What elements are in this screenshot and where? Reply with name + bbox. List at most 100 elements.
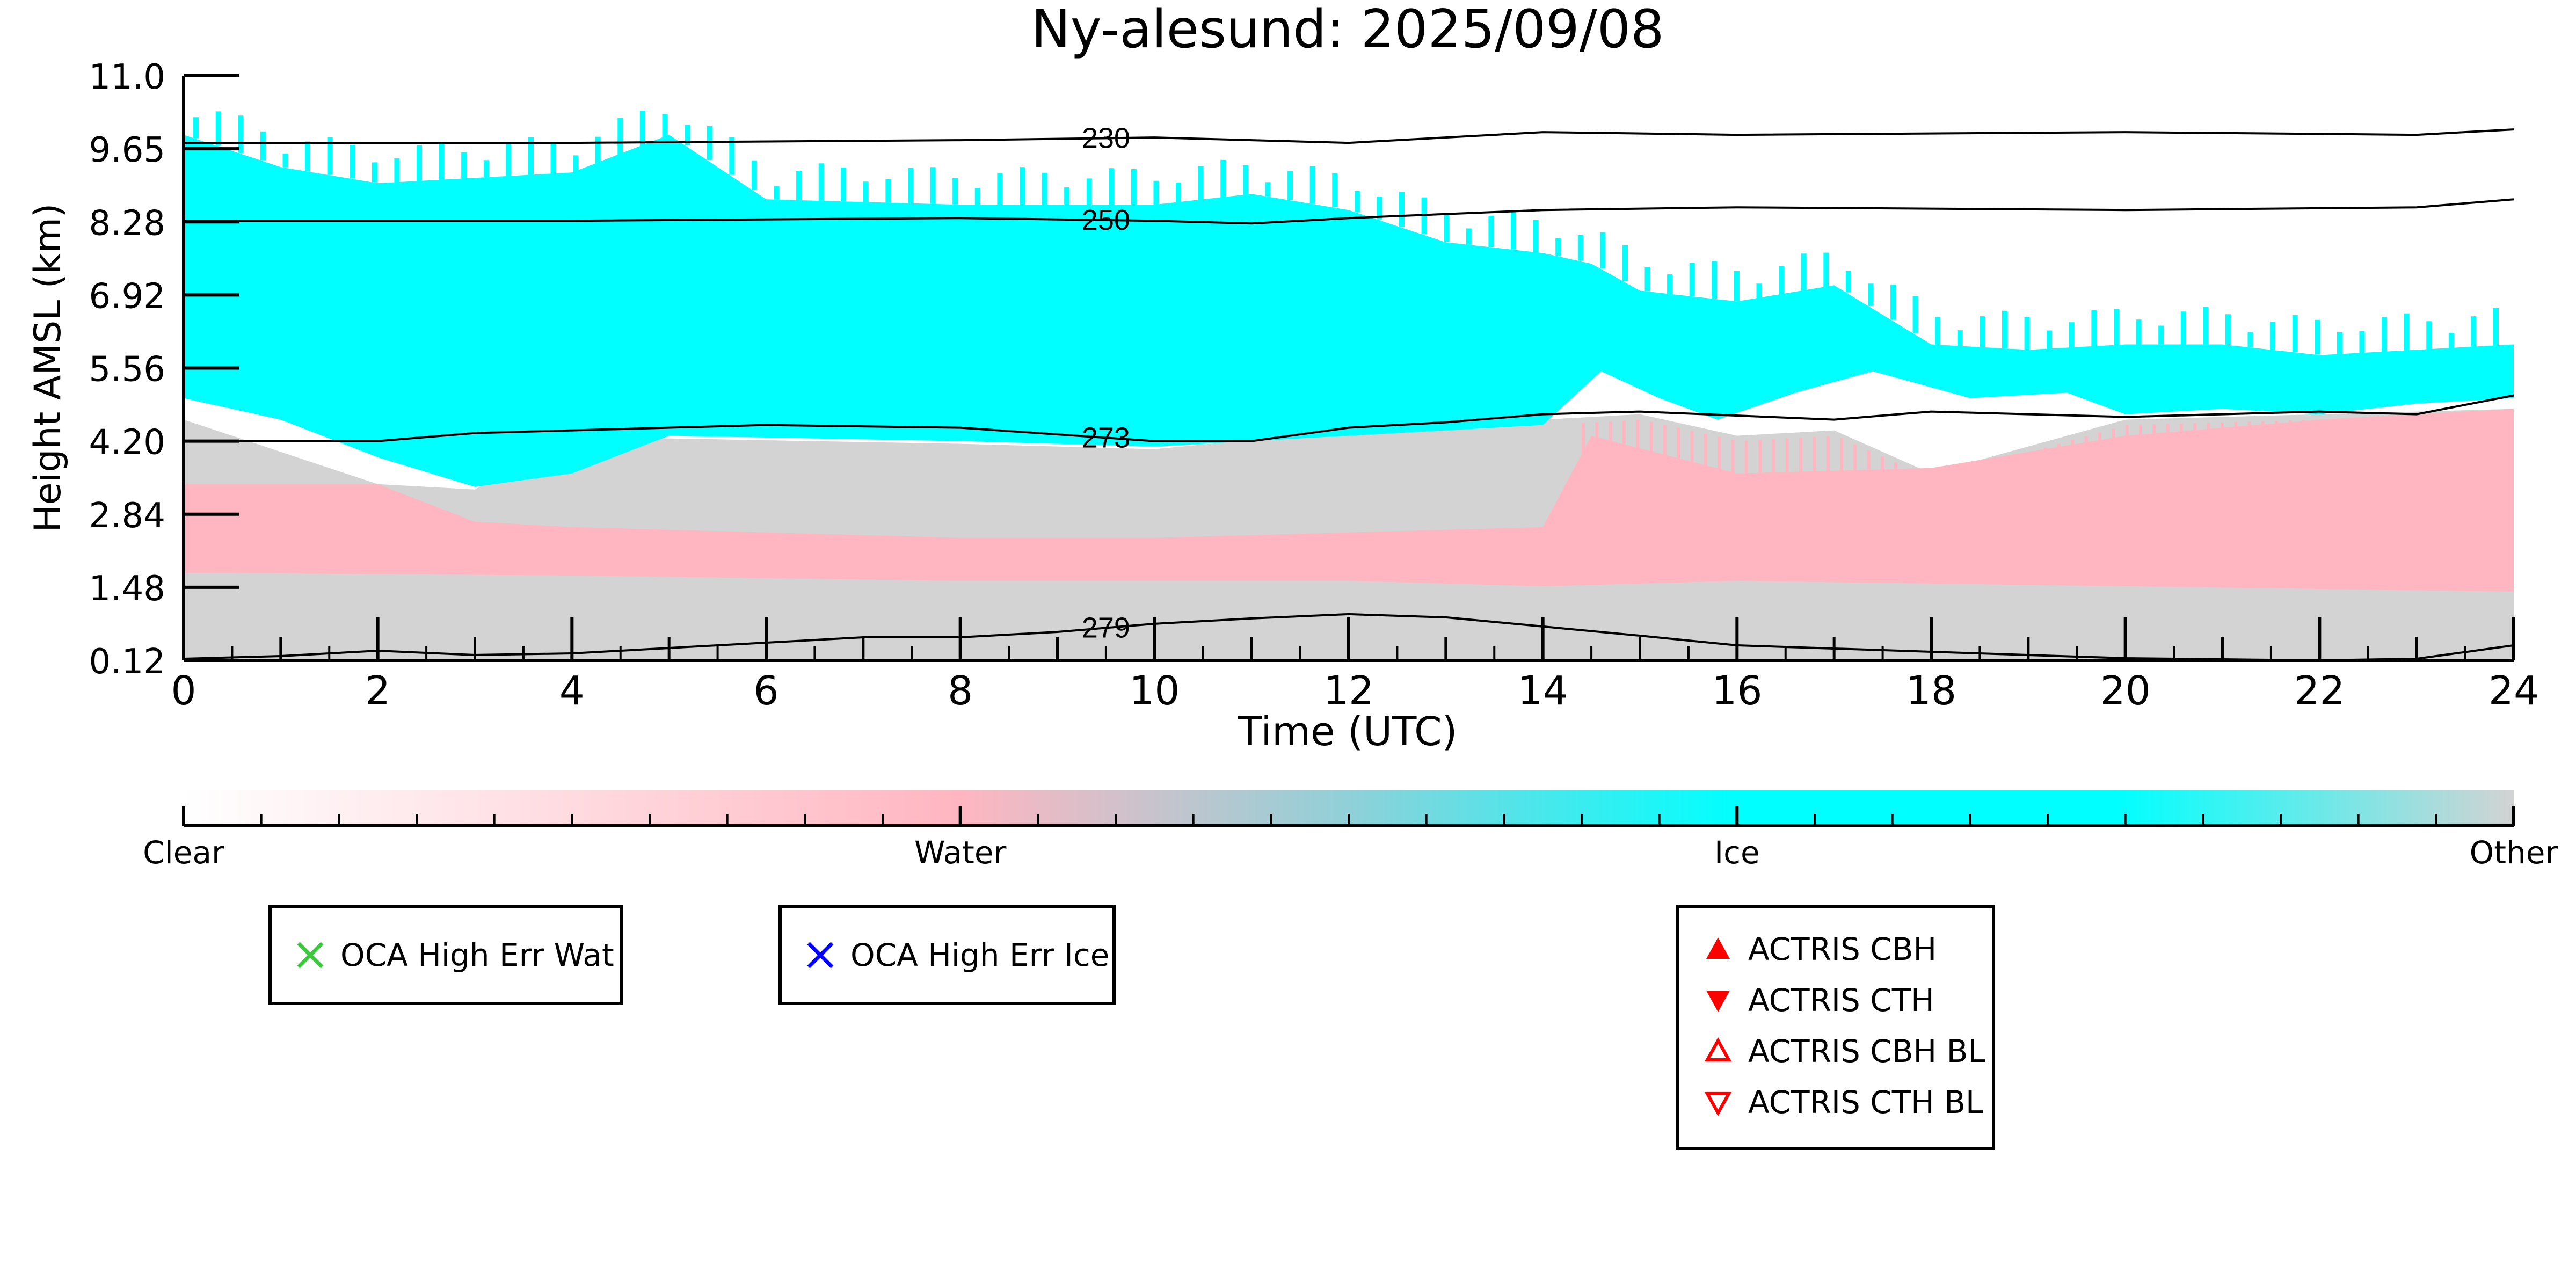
ice-streak [2270,322,2276,350]
ice-streak [1644,267,1650,292]
water-streak [2071,440,2075,586]
ice-streak [2337,332,2342,354]
ice-streak [863,181,869,202]
ice-streak [1086,178,1092,205]
open-triangle-down-icon [1704,1092,1732,1117]
x-axis-label: Time (UTC) [1237,709,1457,755]
water-streak [2316,419,2319,589]
ice-streak [2382,317,2388,352]
water-streak [1622,420,1626,584]
y-tick-label: 6.92 [89,276,166,316]
colorbar-label: Clear [143,834,224,871]
water-streak [2152,424,2156,587]
water-streak [2098,432,2101,586]
legend-actris: ACTRIS CBH ACTRIS CTH ACTRIS CBH BL ACTR… [1676,905,1995,1150]
ice-streak [2203,307,2209,345]
ice-streak [1042,172,1047,205]
water-streak [2424,417,2428,591]
water-streak [2003,459,2006,585]
legend-label-actris-cbh: ACTRIS CBH [1748,931,1937,967]
legend-label-oca-water: OCA High Err Wat [340,937,614,973]
y-tick-label: 11.0 [89,57,166,97]
water-streak [2411,417,2414,591]
water-streak [2166,424,2170,587]
ice-streak [930,167,936,204]
ice-streak [1511,212,1516,250]
chart-title: Ny-alesund: 2025/09/08 [1031,0,1664,60]
legend-oca-ice: OCA High Err Ice [778,905,1116,1005]
ice-streak [2002,310,2007,348]
x-tick-label: 8 [948,668,973,714]
legend-label-actris-cth: ACTRIS CTH [1748,982,1934,1018]
water-streak [1867,450,1871,583]
colorbar: Clear Water Ice Other [143,790,2558,871]
water-streak [1799,438,1803,582]
water-streak [2043,447,2047,585]
water-streak [2356,418,2360,590]
water-streak [1989,462,1993,585]
water-streak [1840,438,1843,583]
ice-streak [595,136,601,164]
ice-streak [305,141,310,171]
ice-streak [707,126,712,160]
ice-streak [1153,180,1159,205]
ice-streak [2448,333,2454,348]
ice-streak [1309,166,1315,204]
filled-triangle-up-icon [1706,937,1730,959]
y-tick-label: 4.20 [89,423,166,463]
water-streak [1582,423,1585,585]
x-tick-label: 14 [1518,668,1568,714]
ice-streak [1220,159,1226,198]
y-tick-label: 2.84 [89,496,166,536]
ice-streak [327,137,333,175]
contour-label-273: 273 [1082,421,1130,454]
plot-area [184,111,2514,660]
ice-streak [1622,245,1628,281]
ice-streak [1354,191,1360,212]
legend-oca-water: OCA High Err Wat [268,905,623,1005]
ice-streak [1845,271,1851,293]
ice-streak [1265,182,1271,197]
ice-streak [2359,331,2365,353]
ice-streak [1176,183,1182,202]
ice-streak [2471,316,2477,347]
ice-streak [193,117,199,139]
water-streak [1758,440,1762,581]
water-streak [1772,439,1775,581]
ice-streak [2426,321,2432,350]
legend-label-actris-cth-bl: ACTRIS CTH BL [1748,1084,1983,1120]
y-tick-label: 9.65 [89,130,166,170]
ice-streak [2315,319,2320,355]
ice-streak [1801,253,1807,291]
ice-streak [885,179,891,203]
water-streak [1744,440,1748,581]
water-streak [1718,436,1721,581]
ice-streak [617,118,623,155]
colorbar-label: Ice [1714,834,1760,871]
ice-streak [1712,261,1718,299]
ice-streak [1823,252,1829,287]
water-streak [2302,420,2305,589]
x-mark-icon [297,942,324,969]
water-streak [2125,425,2129,586]
ice-streak [1287,171,1293,200]
water-streak [1813,436,1816,582]
ice-streak [2247,332,2253,347]
water-streak [2370,418,2374,590]
ice-streak [662,114,668,137]
water-streak [2275,420,2279,588]
ice-streak [461,152,467,179]
ice-streak [2047,330,2053,349]
water-streak [1948,474,1952,584]
water-streak [2506,414,2509,592]
ice-streak [1444,214,1450,242]
ice-streak [1020,167,1025,205]
legend-row-actris-cth-bl: ACTRIS CTH BL [1679,1083,1992,1122]
ice-streak [2404,313,2410,351]
legend-label-actris-cbh-bl: ACTRIS CBH BL [1748,1033,1985,1069]
water-streak [2478,415,2482,591]
water-streak [2030,451,2034,585]
water-streak [1636,420,1640,584]
ice-streak [796,171,802,200]
